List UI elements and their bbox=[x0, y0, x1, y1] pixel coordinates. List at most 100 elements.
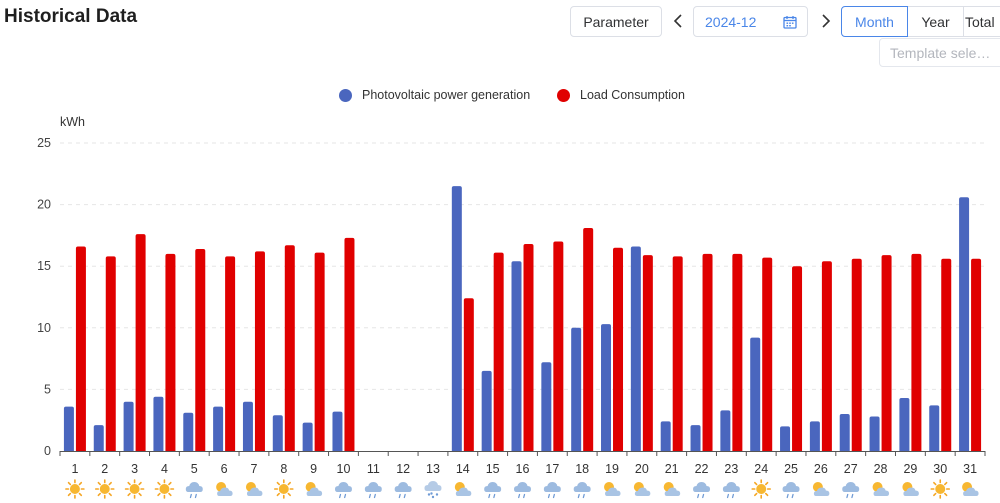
bar-load bbox=[971, 258, 982, 451]
rain-drop bbox=[547, 493, 550, 499]
sun-core bbox=[159, 484, 170, 494]
next-month-button[interactable] bbox=[817, 10, 833, 32]
x-tick-label: 8 bbox=[280, 462, 287, 476]
sun-core bbox=[129, 484, 140, 494]
tab-total[interactable]: Total bbox=[963, 6, 1000, 37]
cloud bbox=[543, 482, 561, 492]
rain-drop bbox=[582, 493, 585, 499]
bar-pv bbox=[93, 425, 104, 451]
sun-ray bbox=[276, 492, 280, 497]
sun-core bbox=[935, 484, 946, 494]
rain-drop bbox=[731, 493, 735, 499]
legend-item-pv[interactable]: Photovoltaic power generation bbox=[339, 88, 530, 102]
snow-flake bbox=[435, 493, 439, 496]
legend-label-load: Load Consumption bbox=[580, 88, 685, 102]
bar-pv bbox=[601, 324, 612, 451]
x-tick-label: 23 bbox=[724, 462, 738, 476]
bar-pv bbox=[899, 398, 910, 451]
cloud bbox=[813, 487, 830, 496]
date-value: 2024-12 bbox=[705, 13, 757, 30]
chevron-right-icon bbox=[821, 14, 830, 28]
light-rain-icon bbox=[364, 482, 382, 499]
x-tick-label: 13 bbox=[426, 462, 440, 476]
rain-drop bbox=[493, 493, 496, 499]
prev-month-button[interactable] bbox=[670, 10, 686, 32]
parameter-button[interactable]: Parameter bbox=[570, 6, 662, 37]
snow-flake bbox=[427, 493, 431, 496]
sun-ray bbox=[944, 492, 948, 497]
bar-pv bbox=[213, 406, 224, 451]
x-tick-label: 24 bbox=[754, 462, 768, 476]
bar-load bbox=[583, 228, 594, 451]
bar-load bbox=[165, 253, 176, 451]
light-rain-icon bbox=[842, 482, 860, 499]
tab-month[interactable]: Month bbox=[841, 6, 908, 37]
x-tick-label: 7 bbox=[250, 462, 257, 476]
cloud bbox=[334, 482, 352, 492]
x-tick-label: 6 bbox=[221, 462, 228, 476]
sun-ray bbox=[67, 481, 72, 486]
sun-core bbox=[69, 484, 80, 494]
bar-pv bbox=[630, 246, 641, 451]
bar-load bbox=[911, 253, 922, 451]
partly-cloudy-icon bbox=[663, 482, 681, 496]
legend-item-load[interactable]: Load Consumption bbox=[557, 88, 685, 102]
cloud bbox=[185, 482, 203, 492]
rain-drop bbox=[552, 493, 555, 499]
bar-load bbox=[732, 253, 743, 451]
bar-pv bbox=[511, 261, 522, 451]
rain-drop bbox=[368, 493, 371, 499]
bar-pv bbox=[451, 186, 462, 451]
x-tick-label: 10 bbox=[337, 462, 351, 476]
bar-pv bbox=[242, 401, 253, 451]
cloud bbox=[394, 482, 412, 492]
sun-ray bbox=[138, 492, 142, 497]
cloud bbox=[664, 487, 681, 496]
cloud bbox=[722, 482, 740, 492]
light-rain-icon bbox=[782, 482, 800, 499]
bar-load bbox=[762, 257, 773, 451]
rain-drop bbox=[697, 493, 700, 499]
bar-load bbox=[821, 261, 832, 451]
snow-flake bbox=[430, 492, 433, 495]
rain-drop bbox=[189, 493, 192, 499]
sunny-icon bbox=[930, 479, 951, 499]
sun-ray bbox=[765, 492, 769, 497]
rain-drop bbox=[702, 493, 705, 499]
bar-pv bbox=[272, 415, 283, 451]
x-tick-label: 27 bbox=[844, 462, 858, 476]
bar-pv bbox=[123, 401, 134, 451]
partly-cloudy-icon bbox=[454, 482, 472, 496]
sun-ray bbox=[78, 481, 83, 486]
month-date-picker[interactable]: 2024-12 bbox=[693, 6, 808, 37]
bar-load bbox=[254, 251, 265, 451]
x-tick-label: 9 bbox=[310, 462, 317, 476]
x-tick-label: 14 bbox=[456, 462, 470, 476]
partly-cloudy-icon bbox=[962, 482, 979, 496]
bar-load bbox=[851, 258, 862, 451]
bar-pv bbox=[959, 197, 970, 451]
tab-year[interactable]: Year bbox=[907, 6, 964, 37]
bar-pv bbox=[809, 421, 820, 451]
bar-load bbox=[105, 256, 116, 451]
bar-pv bbox=[541, 362, 552, 451]
light-rain-icon bbox=[334, 482, 352, 499]
bar-load bbox=[463, 298, 474, 451]
cloud bbox=[693, 482, 711, 492]
partly-cloudy-icon bbox=[812, 482, 830, 496]
rain-drop bbox=[373, 493, 376, 499]
x-tick-label: 1 bbox=[71, 462, 78, 476]
light-rain-icon bbox=[394, 482, 412, 499]
sunny-icon bbox=[273, 479, 294, 499]
template-select[interactable]: Template sele… bbox=[879, 38, 1000, 67]
y-tick-label: 15 bbox=[37, 259, 51, 273]
legend-label-pv: Photovoltaic power generation bbox=[362, 88, 531, 102]
sun-ray bbox=[138, 481, 142, 486]
chart-legend: Photovoltaic power generation Load Consu… bbox=[0, 88, 1000, 108]
sunny-icon bbox=[154, 479, 175, 499]
x-tick-label: 30 bbox=[933, 462, 947, 476]
bar-load bbox=[941, 258, 952, 451]
x-tick-label: 26 bbox=[814, 462, 828, 476]
bar-pv bbox=[929, 405, 940, 451]
x-tick-label: 19 bbox=[605, 462, 619, 476]
